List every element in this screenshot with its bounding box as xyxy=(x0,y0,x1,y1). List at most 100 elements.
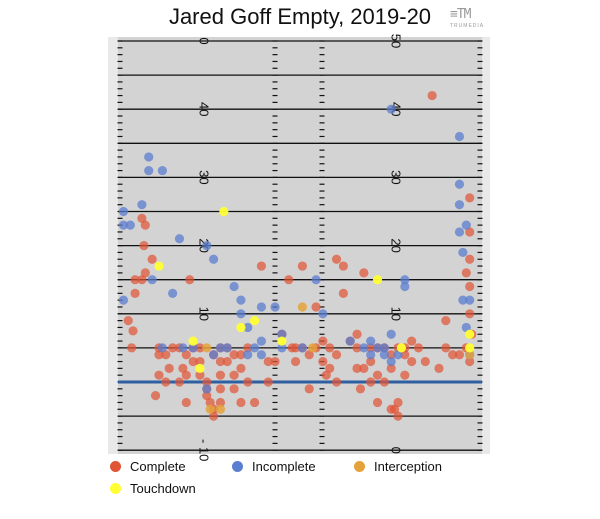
complete-point xyxy=(379,377,389,387)
legend-label: Touchdown xyxy=(130,481,196,496)
complete-point xyxy=(130,288,140,298)
legend-label: Complete xyxy=(130,459,186,474)
complete-point xyxy=(448,350,458,360)
incomplete-point xyxy=(215,343,226,353)
incomplete-point xyxy=(209,350,219,360)
complete-point xyxy=(215,397,226,408)
legend: Complete Incomplete Interception Touchdown xyxy=(108,456,548,504)
complete-point xyxy=(195,356,205,367)
complete-point xyxy=(311,302,321,312)
complete-point xyxy=(400,370,410,380)
incomplete-point xyxy=(202,384,212,394)
complete-point xyxy=(338,261,348,271)
yard-number-right: 10 xyxy=(389,307,404,321)
complete-point xyxy=(284,275,294,285)
incomplete-point xyxy=(465,295,475,305)
incomplete-point xyxy=(386,104,396,114)
complete-point xyxy=(372,397,383,408)
complete-point xyxy=(441,316,451,326)
incomplete-point xyxy=(270,302,280,312)
complete-point xyxy=(465,193,475,203)
incomplete-point xyxy=(386,356,396,367)
complete-point xyxy=(195,343,205,353)
legend-item-touchdown: Touchdown xyxy=(110,481,196,496)
interception-point xyxy=(202,343,212,353)
incomplete-point xyxy=(400,281,410,292)
complete-point xyxy=(181,350,191,360)
yard-number-left: 30 xyxy=(197,170,212,184)
complete-point xyxy=(147,254,157,264)
complete-point xyxy=(393,397,403,408)
complete-point xyxy=(229,350,239,360)
complete-point xyxy=(407,356,417,367)
touchdown-point xyxy=(195,363,205,373)
incomplete-point xyxy=(229,281,239,292)
legend-dot-touchdown xyxy=(110,483,121,494)
incomplete-point xyxy=(379,343,389,353)
complete-point xyxy=(331,377,342,387)
incomplete-point xyxy=(144,165,154,176)
complete-point xyxy=(359,268,369,278)
complete-point xyxy=(386,363,396,373)
complete-point xyxy=(137,213,147,223)
complete-point xyxy=(318,356,328,367)
complete-point xyxy=(407,336,417,346)
incomplete-point xyxy=(297,343,307,353)
complete-point xyxy=(128,326,138,336)
complete-point xyxy=(127,343,137,353)
incomplete-point xyxy=(277,343,287,353)
complete-point xyxy=(202,391,212,401)
complete-point xyxy=(465,227,475,237)
incomplete-point xyxy=(393,350,403,360)
complete-point xyxy=(465,309,475,319)
complete-point xyxy=(413,343,424,353)
logo-mark-icon: ≡TM xyxy=(450,7,471,22)
complete-point xyxy=(427,90,437,101)
series-interception xyxy=(202,302,475,414)
incomplete-point xyxy=(345,336,355,346)
yard-number-right: 50 xyxy=(389,34,404,48)
complete-point xyxy=(130,275,140,285)
incomplete-point xyxy=(461,322,471,333)
trumedia-logo: ≡TM TRUMEDIA xyxy=(450,8,490,34)
chart-title: Jared Goff Empty, 2019-20 xyxy=(168,4,432,29)
legend-dot-complete xyxy=(110,461,121,472)
incomplete-point xyxy=(118,295,129,305)
complete-point xyxy=(150,391,161,401)
incomplete-point xyxy=(249,343,260,353)
interception-point xyxy=(205,404,215,414)
incomplete-point xyxy=(236,309,246,319)
incomplete-point xyxy=(157,165,167,176)
complete-point xyxy=(174,377,185,387)
incomplete-point xyxy=(454,179,465,189)
complete-point xyxy=(304,384,314,394)
complete-point xyxy=(263,356,273,367)
incomplete-point xyxy=(454,131,465,142)
touchdown-point xyxy=(277,336,287,346)
complete-point xyxy=(205,397,215,408)
legend-label: Interception xyxy=(374,459,442,474)
complete-point xyxy=(164,363,174,373)
incomplete-point xyxy=(222,343,232,353)
complete-point xyxy=(140,268,150,278)
interception-point xyxy=(297,302,307,312)
yard-number-left: 10 xyxy=(197,307,212,321)
complete-point xyxy=(140,220,150,230)
incomplete-point xyxy=(458,247,468,258)
complete-point xyxy=(139,241,149,251)
complete-point xyxy=(185,275,195,285)
incomplete-point xyxy=(236,295,246,305)
plot-points xyxy=(118,90,477,421)
complete-point xyxy=(389,404,400,414)
complete-point xyxy=(325,343,335,353)
incomplete-point xyxy=(256,302,267,312)
interception-point xyxy=(215,404,226,414)
complete-point xyxy=(243,377,253,387)
incomplete-point xyxy=(454,200,465,210)
incomplete-point xyxy=(178,343,188,353)
touchdown-point xyxy=(465,329,475,339)
complete-point xyxy=(400,350,410,360)
touchdown-point xyxy=(236,322,246,333)
